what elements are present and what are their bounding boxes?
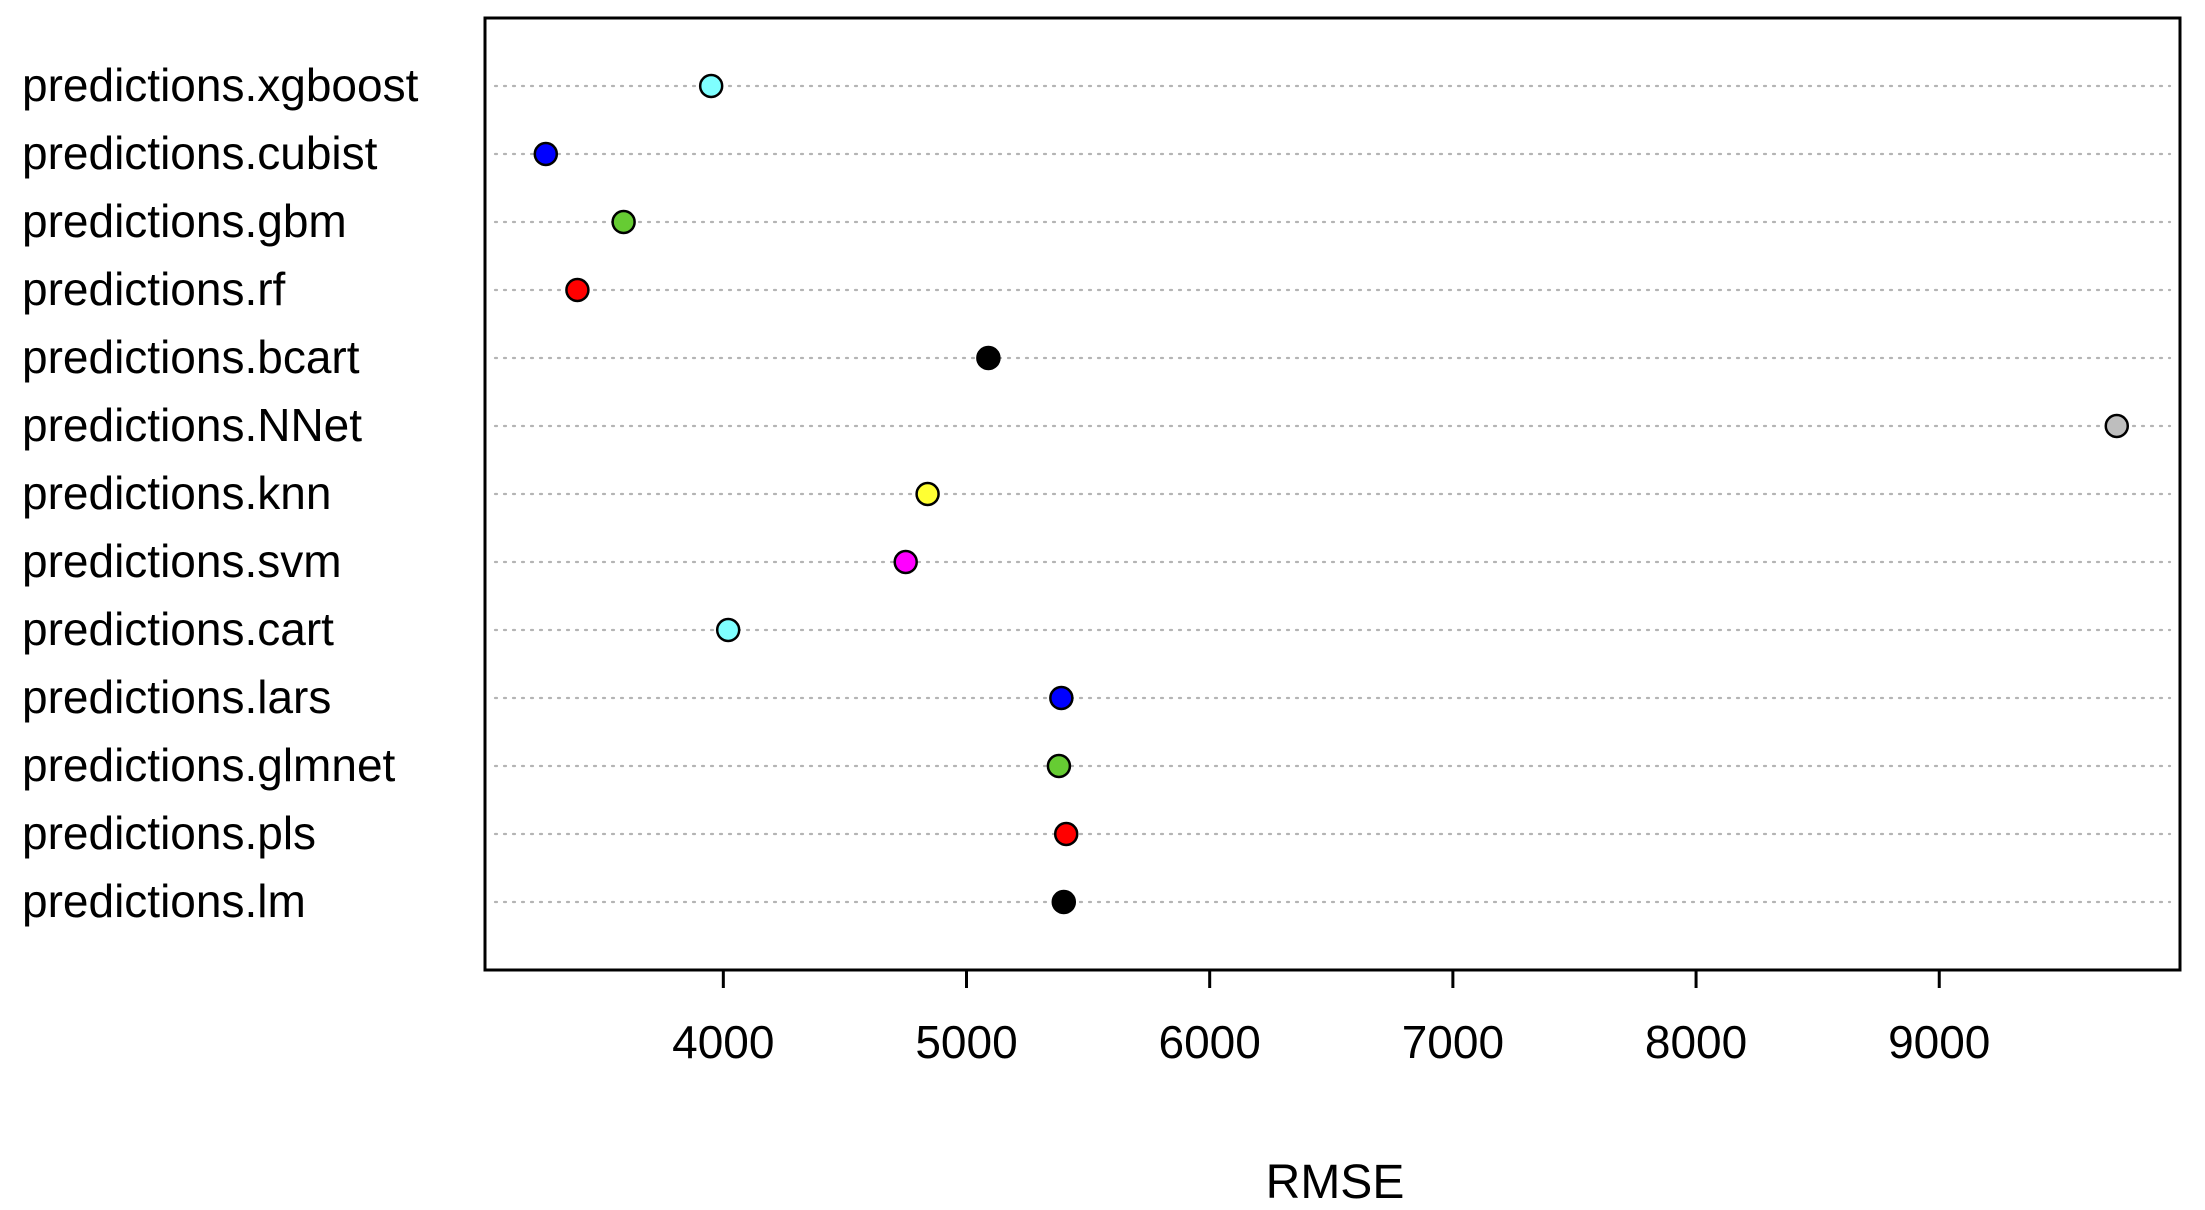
category-label: predictions.bcart [22,331,360,383]
x-axis: 4000 5000 6000 7000 8000 9000 [672,970,1990,1068]
data-point [698,73,724,99]
category-label: predictions.lm [22,875,306,927]
category-labels: predictions.xgboost predictions.cubist pre… [22,59,419,927]
data-point [565,277,590,303]
category-label: predictions.pls [22,807,316,859]
x-tick-label: 6000 [1159,1016,1261,1068]
data-point [893,549,918,575]
category-label: predictions.xgboost [22,59,419,111]
grid-lines [493,84,2172,904]
data-point [533,141,559,167]
data-point [1049,685,1074,711]
x-axis-title: RMSE [1266,1156,1405,1209]
data-point [715,617,741,643]
category-label: predictions.NNet [22,399,362,451]
data-points [533,73,2130,915]
category-label: predictions.svm [22,535,342,587]
data-point [611,209,636,235]
category-label: predictions.lars [22,671,331,723]
category-label: predictions.gbm [22,195,347,247]
data-point [1053,821,1079,847]
category-label: predictions.knn [22,467,331,519]
x-tick-label: 4000 [672,1016,774,1068]
category-label: predictions.cart [22,603,334,655]
data-point [1051,889,1077,915]
data-point [915,481,940,507]
category-label: predictions.glmnet [22,739,396,791]
category-label: predictions.cubist [22,127,378,179]
plot-frame [483,16,2182,972]
x-tick-label: 5000 [915,1016,1017,1068]
data-point [2104,413,2130,439]
data-point [1046,753,1072,779]
x-tick-label: 9000 [1888,1016,1990,1068]
data-point [976,345,1001,371]
x-tick-label: 7000 [1402,1016,1504,1068]
x-tick-label: 8000 [1645,1016,1747,1068]
category-label: predictions.rf [22,263,286,315]
